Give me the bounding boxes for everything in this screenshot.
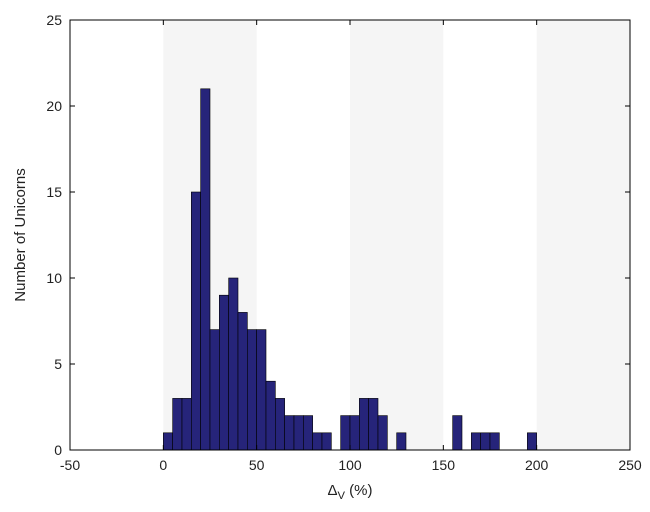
x-tick-label: 0 (159, 457, 167, 473)
histogram-bar (341, 416, 350, 450)
histogram-bar (481, 433, 490, 450)
grid-band (350, 20, 443, 450)
histogram-bar (210, 330, 219, 450)
x-tick-label: 150 (432, 457, 456, 473)
histogram-bar (322, 433, 331, 450)
histogram-bar (527, 433, 536, 450)
x-tick-label: 200 (525, 457, 549, 473)
y-tick-label: 10 (46, 270, 62, 286)
x-tick-label: 250 (618, 457, 642, 473)
histogram-bar (182, 398, 191, 450)
histogram-bar (229, 278, 238, 450)
histogram-bar (201, 89, 210, 450)
histogram-bar (378, 416, 387, 450)
x-tick-label: 50 (249, 457, 265, 473)
y-tick-label: 5 (54, 356, 62, 372)
histogram-bar (359, 398, 368, 450)
histogram-bar (490, 433, 499, 450)
y-axis-label: Number of Unicorns (12, 168, 29, 301)
histogram-bar (369, 398, 378, 450)
histogram-bar (163, 433, 172, 450)
y-tick-label: 20 (46, 98, 62, 114)
histogram-bar (238, 312, 247, 450)
histogram-bar (471, 433, 480, 450)
histogram-bar (397, 433, 406, 450)
histogram-bar (219, 295, 228, 450)
chart-svg: -500501001502002500510152025ΔV (%)Number… (0, 0, 650, 512)
histogram-bar (313, 433, 322, 450)
histogram-bar (257, 330, 266, 450)
x-tick-label: -50 (60, 457, 80, 473)
x-tick-label: 100 (338, 457, 362, 473)
histogram-bar (266, 381, 275, 450)
histogram-bar (294, 416, 303, 450)
histogram-bar (285, 416, 294, 450)
y-tick-label: 0 (54, 442, 62, 458)
grid-band (537, 20, 630, 450)
y-tick-label: 25 (46, 12, 62, 28)
y-tick-label: 15 (46, 184, 62, 200)
histogram-chart: -500501001502002500510152025ΔV (%)Number… (0, 0, 650, 512)
histogram-bar (303, 416, 312, 450)
histogram-bar (191, 192, 200, 450)
histogram-bar (350, 416, 359, 450)
histogram-bar (247, 330, 256, 450)
histogram-bar (275, 398, 284, 450)
histogram-bar (173, 398, 182, 450)
histogram-bar (453, 416, 462, 450)
